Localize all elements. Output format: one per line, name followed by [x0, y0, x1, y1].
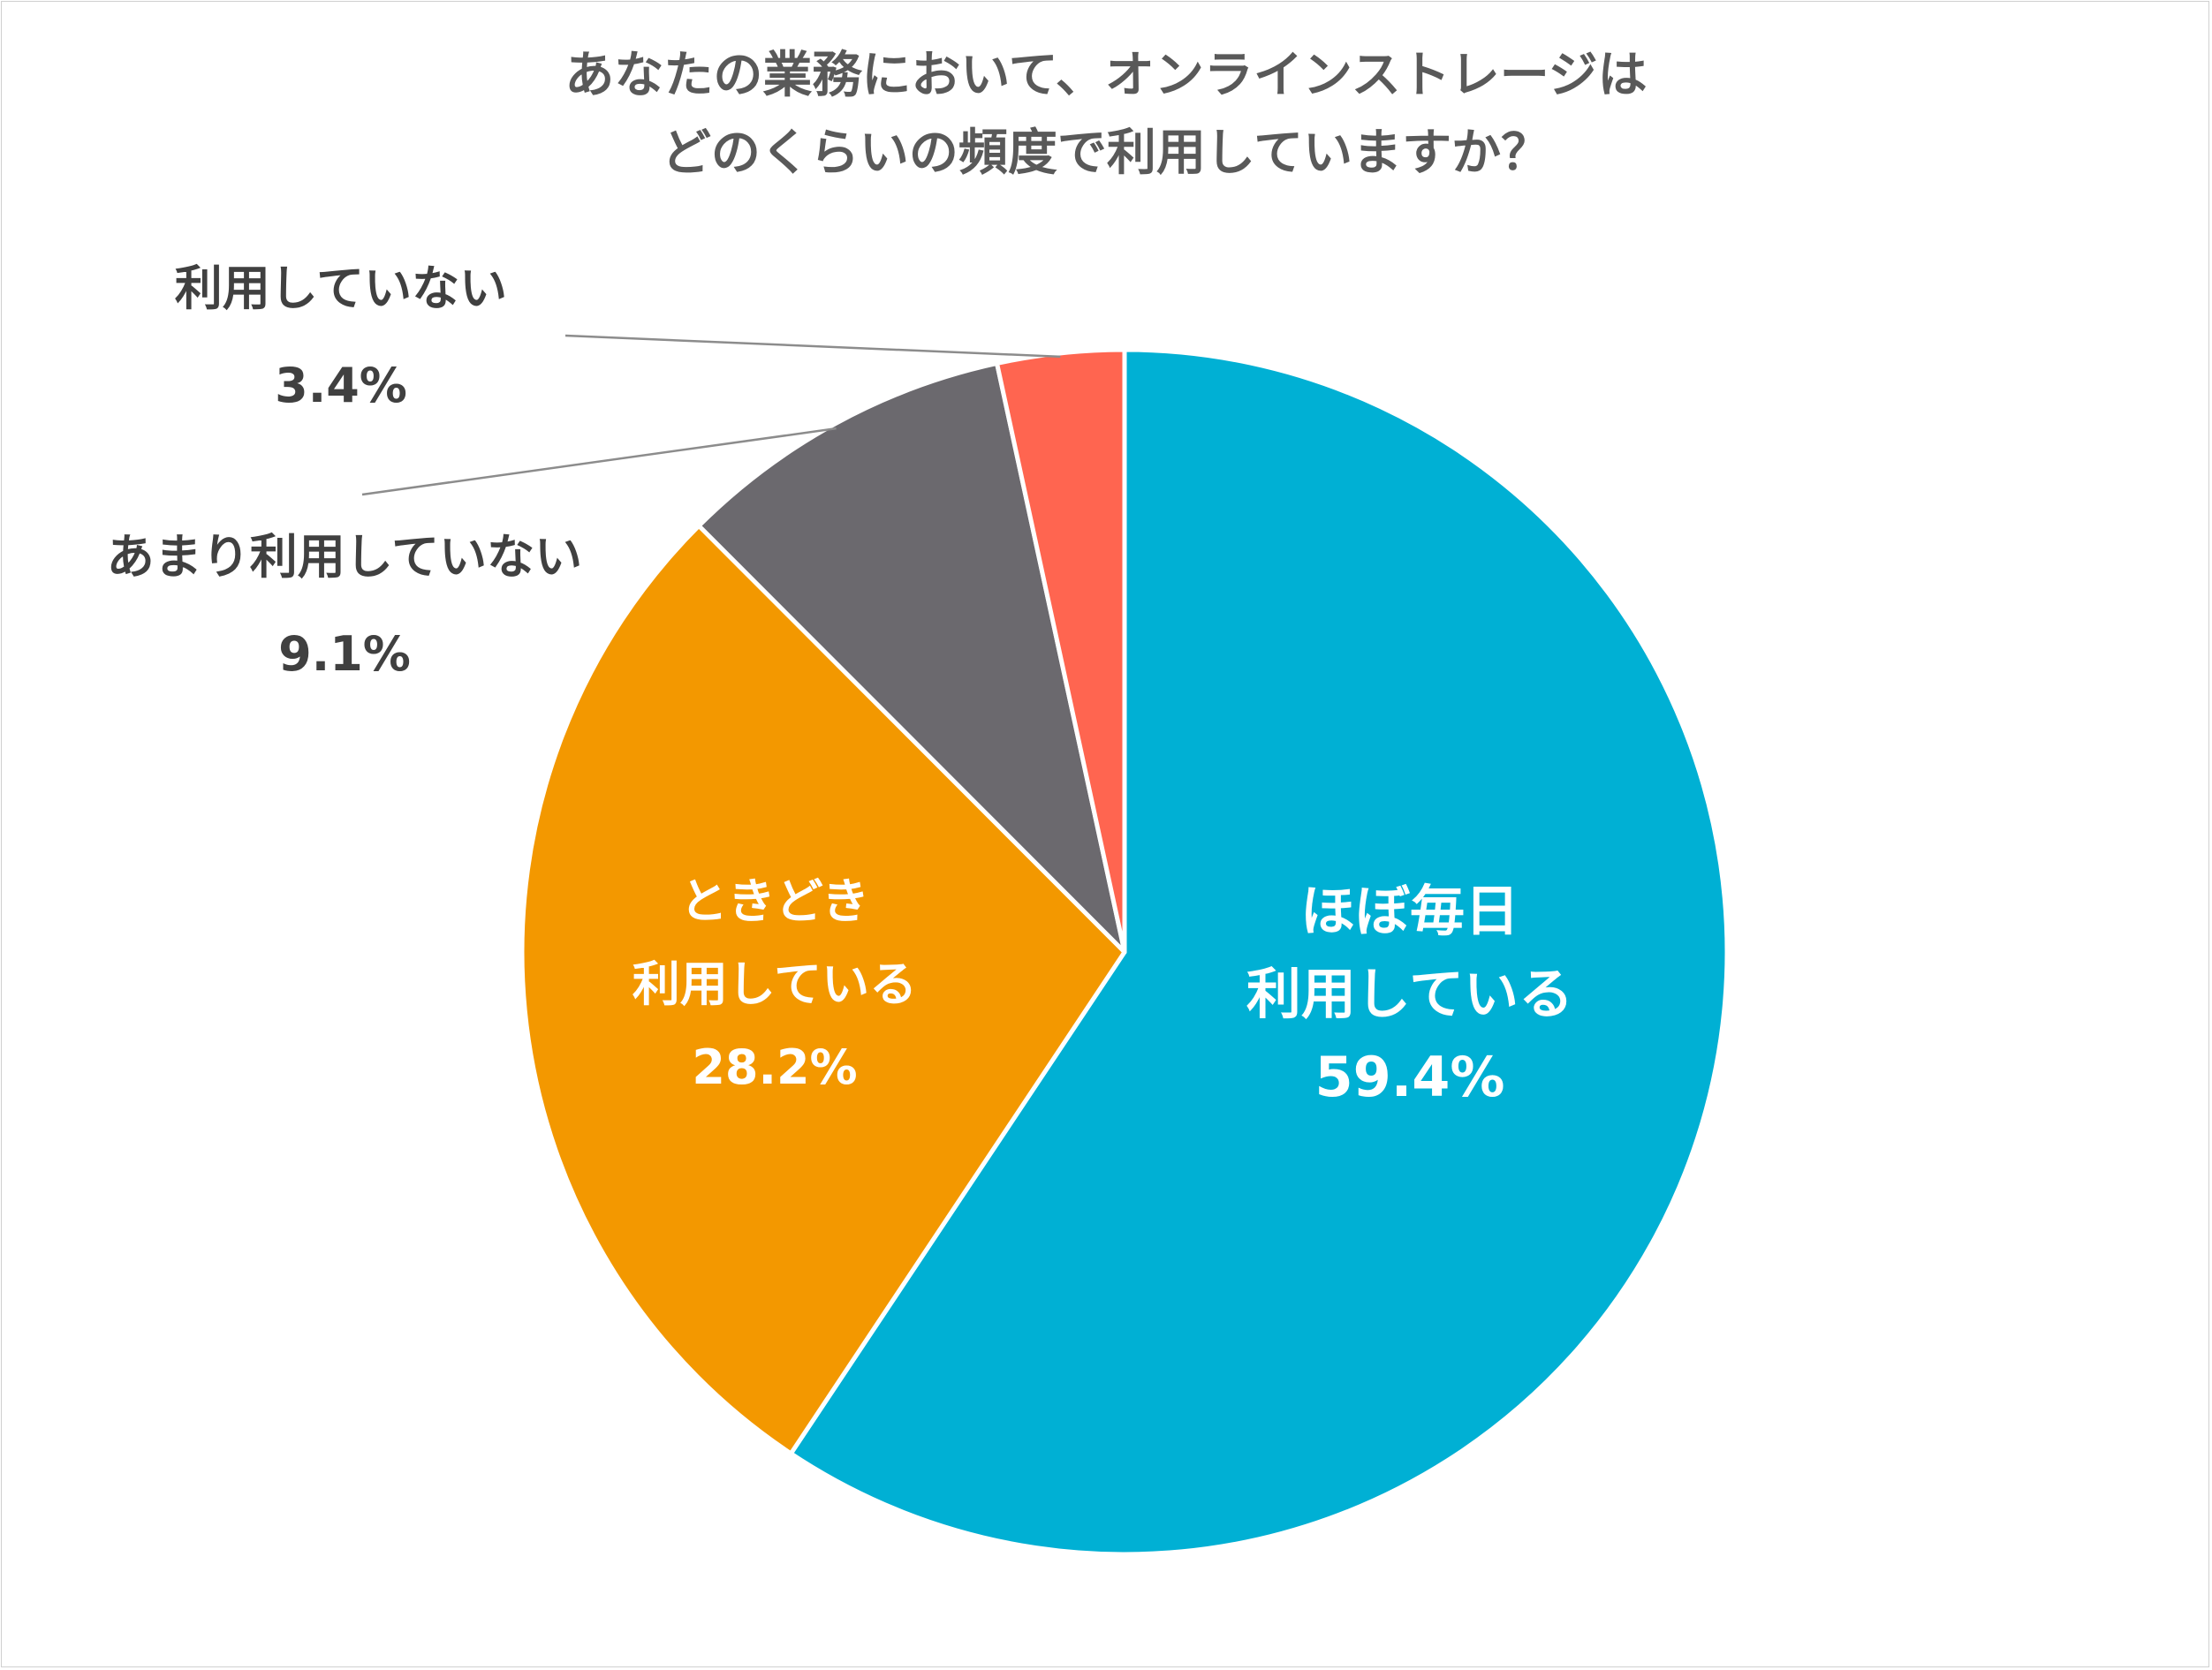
leader-line-rarely — [361, 427, 837, 496]
chart-title-line-2: どのくらいの頻度で利用していますか？ — [661, 125, 1551, 182]
slice-label-daily-line-2: 利用している — [1246, 962, 1574, 1026]
pie-slices — [519, 347, 1730, 1557]
slice-label-daily-line-1: ほぼ毎日 — [1299, 879, 1520, 943]
chart-title-line-1: あなたの業務において、オンラインストレージは — [564, 47, 1648, 104]
slice-label-notused: 利用していない 3.4% — [175, 240, 507, 435]
leader-lines — [361, 334, 1061, 496]
slice-value-daily: 59.4% — [1314, 1045, 1505, 1109]
slice-label-sometimes-line-2: 利用している — [632, 956, 918, 1012]
slice-value-notused: 3.4% — [275, 358, 407, 413]
slice-label-rarely: あまり利用していない 9.1% — [107, 509, 582, 703]
slice-rarely — [696, 360, 1127, 955]
slice-label-notused-line-1: 利用していない — [174, 261, 508, 316]
slice-value-rarely: 9.1% — [278, 626, 411, 682]
slice-daily — [788, 347, 1730, 1557]
slice-label-sometimes: ときどき 利用している 28.2% — [633, 860, 917, 1109]
leader-line-notused — [564, 334, 1061, 359]
slice-label-daily: ほぼ毎日 利用している 59.4% — [1246, 870, 1573, 1119]
slice-label-sometimes-line-1: ときどき — [679, 873, 870, 929]
slice-notused — [995, 347, 1127, 955]
slice-sometimes — [519, 523, 1127, 1456]
slice-value-sometimes: 28.2% — [692, 1039, 858, 1095]
chart-title: あなたの業務において、オンラインストレージは どのくらいの頻度で利用していますか… — [0, 37, 2212, 193]
slice-label-rarely-line-1: あまり利用していない — [106, 529, 583, 585]
